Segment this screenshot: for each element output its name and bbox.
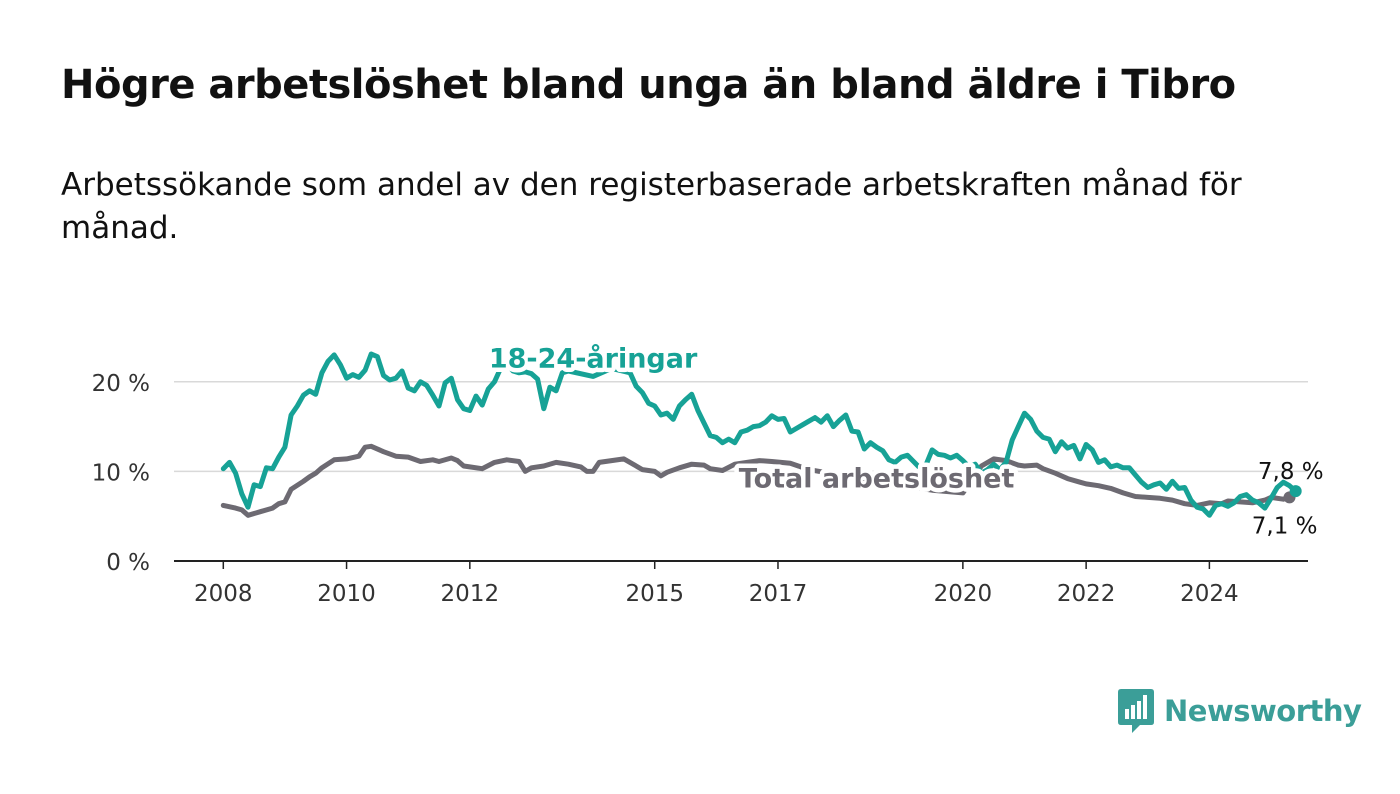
chart-subtitle: Arbetssökande som andel av den registerb… [61, 167, 1242, 246]
x-tick-label: 2008 [194, 581, 253, 607]
x-tick-label: 2024 [1180, 581, 1239, 607]
axes: 0 % 10 % 20 % 2008 2010 2012 2015 2017 2020 2022 2… [92, 371, 1308, 607]
bar-chart-speech-bubble-icon [1118, 689, 1154, 733]
series-lines [220, 351, 1302, 518]
total-end-value-label: 7,1 % [1252, 513, 1318, 539]
y-tick-label: 20 % [92, 371, 150, 397]
youth-series-label-halo: 18-24-åringar [489, 342, 698, 374]
chart-title: Högre arbetslöshet bland unga än bland ä… [61, 62, 1236, 108]
x-tick-label: 2015 [625, 581, 684, 607]
gridlines [174, 381, 1308, 473]
y-tick-label: 0 % [106, 550, 150, 576]
x-tick-label: 2022 [1057, 581, 1116, 607]
x-tick-label: 2020 [934, 581, 993, 607]
chart-labels: 7,8 %7,1 %18-24-åringar18-24-åringarTota… [484, 338, 1324, 539]
brand-name: Newsworthy [1164, 694, 1362, 728]
youth-unemployment-line [220, 351, 1299, 518]
youth-end-value-label: 7,8 % [1258, 459, 1324, 485]
y-tick-label: 10 % [92, 460, 150, 486]
x-tick-label: 2017 [749, 581, 808, 607]
total-unemployment-line [220, 443, 1292, 518]
total-series-label: Total arbetslöshet [739, 464, 1015, 495]
newsworthy-brand: Newsworthy [1118, 689, 1362, 733]
x-tick-label: 2010 [317, 581, 376, 607]
line-chart: 0 % 10 % 20 % 2008 2010 2012 2015 2017 2020 2022 2… [91, 338, 1324, 607]
youth-series-label: 18-24-åringar [489, 342, 698, 374]
youth-end-point [1289, 485, 1302, 498]
x-tick-label: 2012 [441, 581, 500, 607]
total-series-label-halo: Total arbetslöshet [739, 464, 1015, 495]
